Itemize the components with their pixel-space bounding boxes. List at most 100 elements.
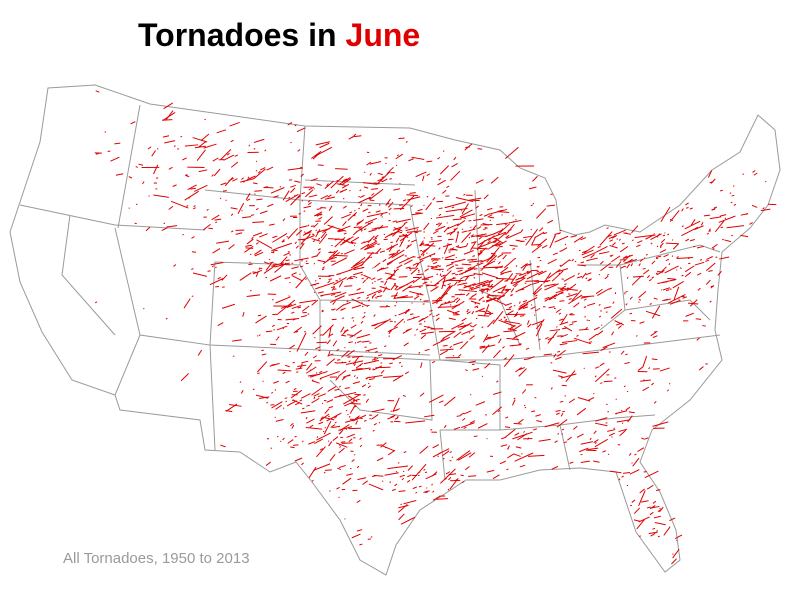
tornado-track xyxy=(381,176,384,179)
tornado-track xyxy=(528,263,532,266)
tornado-track xyxy=(431,471,438,477)
tornado-track xyxy=(257,372,260,375)
tornado-track xyxy=(263,265,276,274)
tornado-track xyxy=(194,184,208,192)
tornado-track xyxy=(104,131,107,133)
tornado-track xyxy=(438,265,442,268)
tornado-track xyxy=(505,223,515,236)
tornado-track xyxy=(372,429,375,432)
tornado-track xyxy=(474,302,477,305)
tornado-track xyxy=(320,195,329,200)
tornado-track xyxy=(429,309,433,312)
tornado-track xyxy=(230,161,239,168)
tornado-track xyxy=(598,303,601,306)
tornado-track xyxy=(324,196,336,200)
tornado-track xyxy=(649,303,652,305)
tornado-track xyxy=(669,218,673,221)
tornado-track xyxy=(652,527,656,530)
tornado-track xyxy=(706,232,710,235)
tornado-track xyxy=(270,251,275,254)
tornado-track xyxy=(282,371,286,375)
tornado-track xyxy=(301,192,306,195)
tornado-track xyxy=(444,396,456,407)
tornado-track xyxy=(600,324,603,326)
tornado-track xyxy=(256,198,263,201)
tornado-track xyxy=(373,474,384,477)
tornado-track xyxy=(377,170,391,184)
tornado-track xyxy=(636,519,645,530)
tornado-track xyxy=(638,490,646,506)
tornado-track xyxy=(602,342,616,349)
tornado-track xyxy=(639,488,645,494)
tornado-track xyxy=(368,196,372,200)
tornado-track xyxy=(452,218,462,221)
tornado-track xyxy=(694,225,704,231)
tornado-track xyxy=(486,247,500,263)
tornado-track xyxy=(410,239,417,243)
tornado-track xyxy=(366,296,369,300)
tornado-track xyxy=(327,280,331,284)
tornado-track xyxy=(308,194,318,198)
tornado-track xyxy=(318,216,323,220)
tornado-track xyxy=(311,397,320,404)
tornado-track xyxy=(337,230,345,233)
tornado-track xyxy=(362,279,367,284)
tornado-track xyxy=(357,477,367,481)
tornado-track xyxy=(393,188,401,191)
tornado-track xyxy=(595,368,610,383)
tornado-track xyxy=(399,284,406,289)
tornado-track xyxy=(391,252,395,256)
tornado-track xyxy=(588,341,593,343)
tornado-track xyxy=(442,281,445,284)
tornado-track xyxy=(403,500,417,505)
tornado-track xyxy=(365,242,378,250)
tornado-track xyxy=(424,348,430,352)
tornado-track xyxy=(674,534,683,540)
tornado-track xyxy=(456,415,462,417)
tornado-track xyxy=(228,177,234,182)
tornado-track xyxy=(631,275,642,286)
tornado-track xyxy=(451,456,454,459)
tornado-track xyxy=(317,164,324,166)
tornado-track xyxy=(519,302,527,308)
tornado-track xyxy=(708,270,713,272)
tornado-track xyxy=(711,243,718,249)
tornado-track xyxy=(335,442,348,448)
tornado-track xyxy=(651,505,660,509)
tornado-track xyxy=(135,165,138,168)
tornado-track xyxy=(285,400,288,403)
tornado-track xyxy=(496,222,508,226)
tornado-track xyxy=(724,239,732,243)
tornado-track xyxy=(487,285,494,288)
tornado-track xyxy=(502,254,507,260)
tornado-track xyxy=(457,269,463,273)
tornado-track xyxy=(317,291,324,294)
tornado-track xyxy=(343,301,351,306)
tornado-track xyxy=(619,245,629,253)
tornado-track xyxy=(340,308,344,311)
tornado-track xyxy=(535,414,542,417)
tornado-track xyxy=(663,254,669,258)
tornado-track xyxy=(639,321,645,324)
tornado-track xyxy=(241,177,244,180)
tornado-track xyxy=(470,233,487,238)
tornado-track xyxy=(438,222,443,227)
tornado-track xyxy=(475,205,479,209)
tornado-track xyxy=(615,410,628,415)
tornado-track xyxy=(290,422,294,427)
tornado-track xyxy=(353,363,356,367)
tornado-track xyxy=(547,258,557,265)
tornado-track xyxy=(328,249,339,259)
tornado-track xyxy=(648,367,651,370)
tornado-track xyxy=(371,277,376,281)
tornado-track xyxy=(271,324,275,328)
tornado-track xyxy=(554,440,558,443)
tornado-track xyxy=(472,255,476,257)
tornado-track xyxy=(706,256,713,260)
tornado-track xyxy=(452,310,460,314)
tornado-track xyxy=(628,452,632,456)
tornado-track xyxy=(515,265,518,267)
tornado-track xyxy=(324,180,334,189)
tornado-track xyxy=(418,317,424,322)
